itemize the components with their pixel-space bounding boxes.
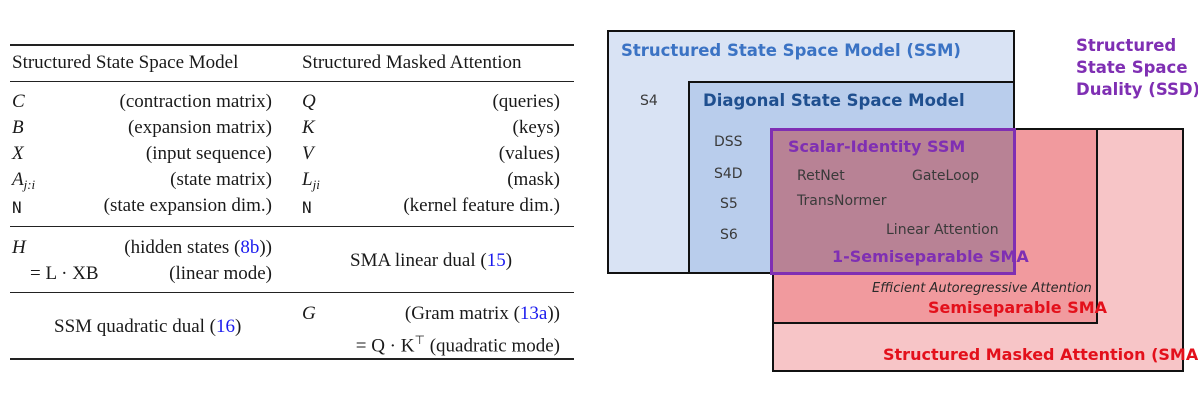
diagonal-ssm-title: Diagonal State Space Model (703, 91, 965, 110)
eq-quadratic: = Q · K⊤ (quadratic mode) (355, 333, 560, 357)
ref-8b[interactable]: 8b (240, 237, 260, 258)
sym-l: Lji (302, 169, 320, 192)
sma-title: Structured Masked Attention (SMA) (883, 345, 1198, 364)
header-rule (10, 81, 574, 82)
transnormer-label: TransNormer (797, 193, 887, 209)
desc-q: (queries) (492, 91, 560, 112)
retnet-label: RetNet (797, 168, 845, 184)
desc-a: (state matrix) (170, 169, 272, 190)
efficient-attention-label: Efficient Autoregressive Attention (872, 281, 1092, 296)
sym-v: V (302, 143, 314, 164)
ref-16[interactable]: 16 (216, 316, 236, 337)
bottom-rule (10, 358, 574, 360)
ref-13a[interactable]: 13a (519, 303, 548, 324)
sym-g: G (302, 303, 316, 324)
s4-label: S4 (640, 93, 658, 109)
desc-n-left: (state expansion dim.) (103, 195, 272, 216)
s5-label: S5 (720, 196, 738, 212)
sym-x: X (12, 143, 24, 164)
linear-mode: (linear mode) (169, 263, 272, 284)
scalar-identity-region (770, 128, 1016, 275)
desc-h: (hidden states (8b)) (124, 237, 272, 258)
sym-b: B (12, 117, 24, 138)
desc-x: (input sequence) (145, 143, 272, 164)
sym-n-left: N (12, 198, 22, 217)
top-rule (10, 44, 574, 46)
semiseparable-sma-label: Semiseparable SMA (928, 298, 1108, 317)
dss-label: DSS (714, 134, 743, 150)
ssd-title: Structured State Space Duality (SSD) (1076, 36, 1198, 99)
one-semiseparable-label: 1-Semiseparable SMA (832, 247, 1029, 266)
sym-a: Aj:i (12, 169, 36, 192)
eq-linear: = L · XB (30, 263, 99, 284)
mid-rule-1 (10, 226, 574, 227)
desc-g: (Gram matrix (13a)) (404, 303, 560, 324)
ref-15[interactable]: 15 (486, 250, 506, 271)
mid-rule-2 (10, 292, 574, 293)
s6-label: S6 (720, 227, 738, 243)
sma-linear-dual: SMA linear dual (15) (350, 250, 513, 271)
sym-c: C (12, 91, 25, 112)
s4d-label: S4D (714, 166, 743, 182)
gateloop-label: GateLoop (912, 168, 980, 184)
desc-k: (keys) (512, 117, 560, 138)
sym-n-right: N (302, 198, 312, 217)
sym-q: Q (302, 91, 316, 112)
desc-n-right: (kernel feature dim.) (403, 195, 560, 216)
desc-v: (values) (498, 143, 560, 164)
ssm-title: Structured State Space Model (SSM) (621, 41, 961, 60)
scalar-identity-title: Scalar-Identity SSM (788, 137, 966, 156)
sym-h: H (12, 237, 26, 258)
ssm-quadratic-dual: SSM quadratic dual (16) (54, 316, 242, 337)
desc-l: (mask) (507, 169, 560, 190)
sym-k: K (302, 117, 315, 138)
desc-b: (expansion matrix) (127, 117, 272, 138)
header-sma: Structured Masked Attention (302, 52, 522, 73)
header-ssm: Structured State Space Model (12, 52, 239, 73)
linear-attention-label: Linear Attention (886, 222, 999, 238)
desc-c: (contraction matrix) (119, 91, 272, 112)
